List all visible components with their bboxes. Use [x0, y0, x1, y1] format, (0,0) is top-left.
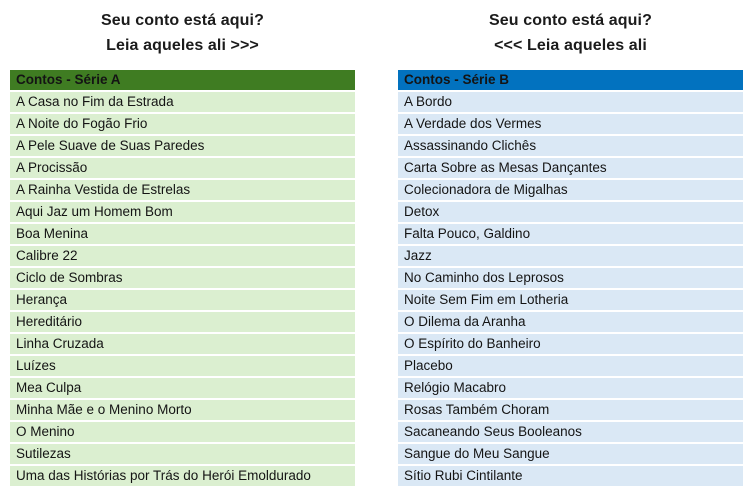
table-row[interactable]: Boa Menina [10, 224, 355, 246]
table-row[interactable]: Herança [10, 290, 355, 312]
table-row[interactable]: Assassinando Clichês [398, 136, 743, 158]
table-row[interactable]: Ciclo de Sombras [10, 268, 355, 290]
story-title-cell: No Caminho dos Leprosos [404, 270, 564, 285]
story-title-cell: Aqui Jaz um Homem Bom [16, 204, 173, 219]
story-title-cell: A Verdade dos Vermes [404, 116, 542, 131]
series-a-table-header[interactable]: Contos - Série A [10, 70, 355, 92]
story-title-cell: A Pele Suave de Suas Paredes [16, 138, 205, 153]
story-title-cell: A Noite do Fogão Frio [16, 116, 148, 131]
table-row[interactable]: A Pele Suave de Suas Paredes [10, 136, 355, 158]
table-row[interactable]: A Verdade dos Vermes [398, 114, 743, 136]
table-row[interactable]: Carta Sobre as Mesas Dançantes [398, 158, 743, 180]
table-row[interactable]: O Espírito do Banheiro [398, 334, 743, 356]
story-title-cell: Luízes [16, 358, 56, 373]
story-title-cell: O Menino [16, 424, 75, 439]
story-title-cell: O Espírito do Banheiro [404, 336, 541, 351]
story-title-cell: Minha Mãe e o Menino Morto [16, 402, 192, 417]
series-a-table-body: A Casa no Fim da Estrada A Noite do Fogão… [10, 92, 355, 488]
table-row[interactable]: Linha Cruzada [10, 334, 355, 356]
series-a-title: Seu conto está aqui? Leia aqueles ali >>… [10, 8, 355, 60]
story-title-cell: Sangue do Meu Sangue [404, 446, 550, 461]
story-title-cell: Mea Culpa [16, 380, 82, 395]
story-title-cell: Sacaneando Seus Booleanos [404, 424, 582, 439]
table-row[interactable]: Sítio Rubi Cintilante [398, 466, 743, 488]
series-b-title-line1: Seu conto está aqui? [489, 12, 652, 29]
table-row[interactable]: Placebo [398, 356, 743, 378]
table-row[interactable]: A Procissão [10, 158, 355, 180]
story-title-cell: Herança [16, 292, 68, 307]
table-row[interactable]: Detox [398, 202, 743, 224]
story-title-cell: Uma das Histórias por Trás do Herói Emol… [16, 468, 311, 483]
table-row[interactable]: Colecionadora de Migalhas [398, 180, 743, 202]
series-b-title-line2: <<< Leia aqueles ali [494, 37, 647, 54]
series-a-title-line1: Seu conto está aqui? [101, 12, 264, 29]
story-title-cell: O Dilema da Aranha [404, 314, 526, 329]
series-b-panel: Seu conto está aqui? <<< Leia aqueles al… [398, 0, 743, 488]
table-row[interactable]: Mea Culpa [10, 378, 355, 400]
story-title-cell: A Casa no Fim da Estrada [16, 94, 174, 109]
table-row[interactable]: O Dilema da Aranha [398, 312, 743, 334]
story-title-cell: Rosas Também Choram [404, 402, 550, 417]
story-title-cell: Assassinando Clichês [404, 138, 537, 153]
story-title-cell: Sutilezas [16, 446, 71, 461]
table-row[interactable]: No Caminho dos Leprosos [398, 268, 743, 290]
story-title-cell: A Procissão [16, 160, 88, 175]
table-row[interactable]: Hereditário [10, 312, 355, 334]
story-title-cell: Hereditário [16, 314, 83, 329]
table-row[interactable]: Rosas Também Choram [398, 400, 743, 422]
story-title-cell: Noite Sem Fim em Lotheria [404, 292, 569, 307]
table-row[interactable]: A Casa no Fim da Estrada [10, 92, 355, 114]
table-row[interactable]: Sutilezas [10, 444, 355, 466]
series-b-table-body: A Bordo A Verdade dos Vermes Assassinando … [398, 92, 743, 488]
story-title-cell: A Rainha Vestida de Estrelas [16, 182, 191, 197]
story-title-cell: Linha Cruzada [16, 336, 104, 351]
table-row[interactable]: Jazz [398, 246, 743, 268]
series-a-panel: Seu conto está aqui? Leia aqueles ali >>… [10, 0, 355, 488]
table-row[interactable]: A Noite do Fogão Frio [10, 114, 355, 136]
table-row[interactable]: Aqui Jaz um Homem Bom [10, 202, 355, 224]
story-title-cell: Detox [404, 204, 440, 219]
story-title-cell: A Bordo [404, 94, 453, 109]
table-row[interactable]: Uma das Histórias por Trás do Herói Emol… [10, 466, 355, 488]
table-row[interactable]: Minha Mãe e o Menino Morto [10, 400, 355, 422]
series-a-table: Contos - Série A A Casa no Fim da Estrad… [10, 70, 355, 488]
table-row[interactable]: Falta Pouco, Galdino [398, 224, 743, 246]
table-row[interactable]: Relógio Macabro [398, 378, 743, 400]
story-title-cell: Sítio Rubi Cintilante [404, 468, 523, 483]
story-title-cell: Boa Menina [16, 226, 89, 241]
table-row[interactable]: Calibre 22 [10, 246, 355, 268]
table-row[interactable]: O Menino [10, 422, 355, 444]
story-title-cell: Ciclo de Sombras [16, 270, 123, 285]
story-title-cell: Placebo [404, 358, 453, 373]
story-title-cell: Relógio Macabro [404, 380, 507, 395]
table-row[interactable]: Sangue do Meu Sangue [398, 444, 743, 466]
table-row[interactable]: A Rainha Vestida de Estrelas [10, 180, 355, 202]
table-row[interactable]: A Bordo [398, 92, 743, 114]
series-b-table-header[interactable]: Contos - Série B [398, 70, 743, 92]
series-a-title-line2: Leia aqueles ali >>> [106, 37, 259, 54]
series-b-table: Contos - Série B A Bordo A Verdade dos Ve… [398, 70, 743, 488]
story-title-cell: Falta Pouco, Galdino [404, 226, 531, 241]
table-row[interactable]: Sacaneando Seus Booleanos [398, 422, 743, 444]
series-b-title: Seu conto está aqui? <<< Leia aqueles al… [398, 8, 743, 60]
story-title-cell: Colecionadora de Migalhas [404, 182, 568, 197]
story-title-cell: Calibre 22 [16, 248, 78, 263]
table-row[interactable]: Luízes [10, 356, 355, 378]
story-title-cell: Jazz [404, 248, 432, 263]
story-title-cell: Carta Sobre as Mesas Dançantes [404, 160, 607, 175]
table-row[interactable]: Noite Sem Fim em Lotheria [398, 290, 743, 312]
